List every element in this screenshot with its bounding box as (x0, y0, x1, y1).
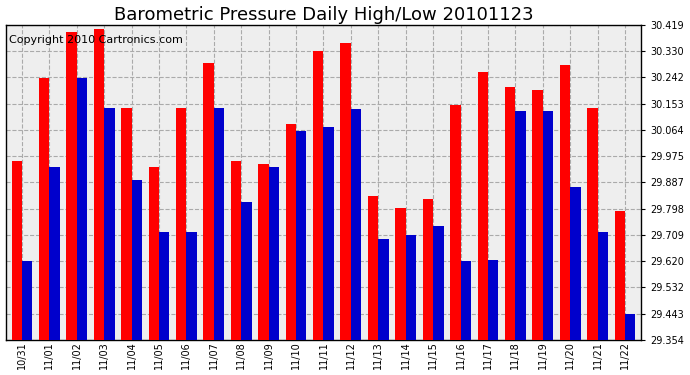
Bar (368, 196, 378, 340)
Bar (159, 232, 170, 340)
Bar (488, 260, 498, 340)
Bar (587, 108, 598, 340)
Bar (22, 261, 32, 340)
Bar (286, 124, 296, 340)
Bar (148, 167, 159, 340)
Bar (204, 63, 214, 340)
Bar (66, 32, 77, 340)
Bar (406, 235, 416, 340)
Bar (186, 232, 197, 340)
Bar (543, 111, 553, 340)
Bar (296, 131, 306, 340)
Bar (505, 87, 515, 340)
Bar (515, 111, 526, 340)
Bar (132, 180, 142, 340)
Bar (50, 167, 60, 340)
Bar (313, 51, 324, 340)
Bar (268, 167, 279, 340)
Bar (625, 314, 635, 340)
Bar (258, 164, 268, 340)
Bar (94, 29, 104, 340)
Bar (423, 199, 433, 340)
Text: Copyright 2010 Cartronics.com: Copyright 2010 Cartronics.com (9, 34, 183, 45)
Bar (104, 108, 115, 340)
Bar (324, 127, 334, 340)
Bar (598, 232, 608, 340)
Bar (450, 105, 460, 340)
Title: Barometric Pressure Daily High/Low 20101123: Barometric Pressure Daily High/Low 20101… (114, 6, 533, 24)
Bar (340, 42, 351, 340)
Bar (560, 65, 570, 340)
Bar (241, 202, 252, 340)
Bar (615, 211, 625, 340)
Bar (214, 108, 224, 340)
Bar (395, 208, 406, 340)
Bar (121, 108, 132, 340)
Bar (77, 78, 87, 340)
Bar (532, 90, 543, 340)
Bar (477, 72, 488, 340)
Bar (433, 226, 444, 340)
Bar (378, 239, 388, 340)
Bar (12, 161, 22, 340)
Bar (351, 109, 362, 340)
Bar (460, 261, 471, 340)
Bar (231, 161, 241, 340)
Bar (176, 108, 186, 340)
Bar (570, 188, 580, 340)
Bar (39, 78, 50, 340)
